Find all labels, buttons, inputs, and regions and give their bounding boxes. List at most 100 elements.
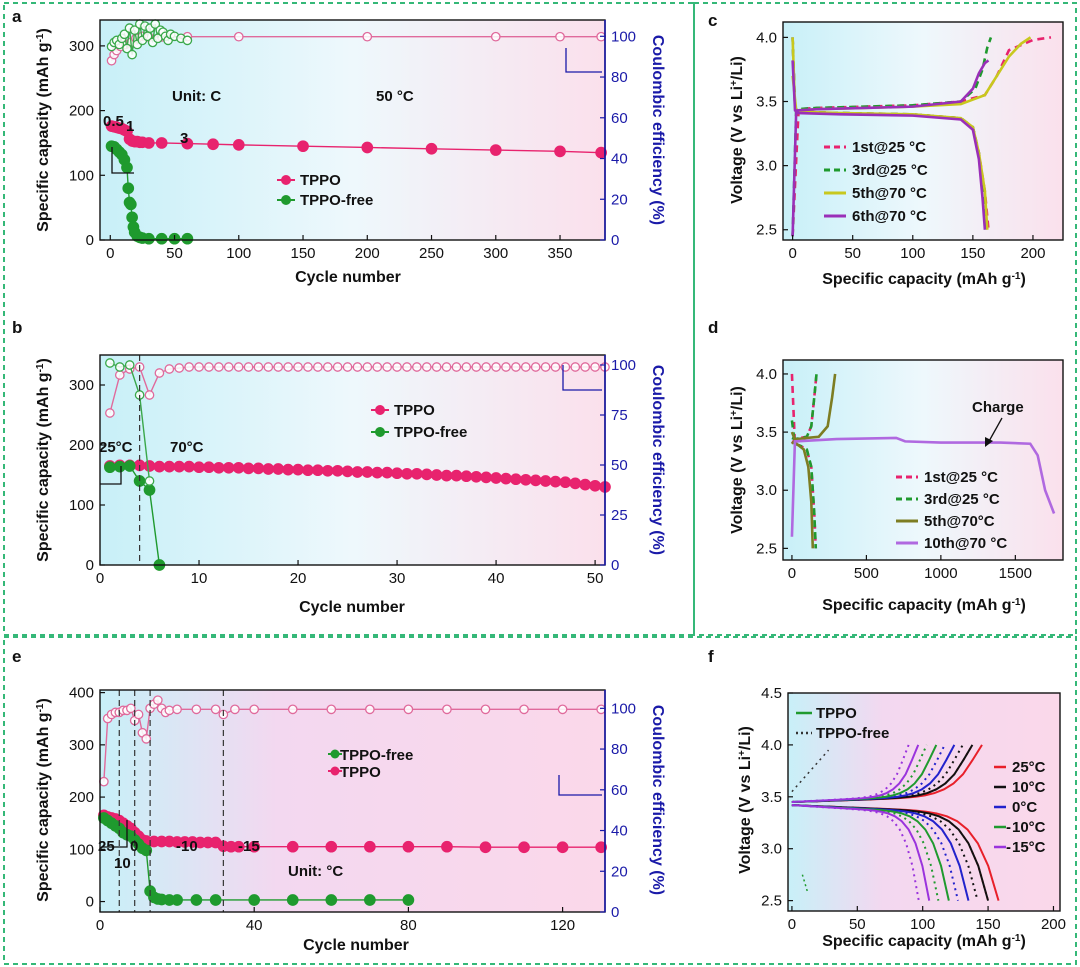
point-b-2-26 bbox=[362, 362, 373, 372]
y-tick-label-a-2: 200 bbox=[69, 103, 94, 120]
point-b-2-28 bbox=[382, 362, 393, 372]
point-e-2-14 bbox=[152, 695, 163, 706]
point-e-2-22 bbox=[230, 704, 240, 715]
x-tick-label-a-0: 0 bbox=[106, 245, 114, 262]
axis-frame-d bbox=[782, 359, 1064, 561]
x-tick-label-d-2: 1000 bbox=[924, 565, 957, 582]
y-right-tick-label-a-4: 80 bbox=[611, 69, 628, 86]
point-e-2-18 bbox=[172, 704, 182, 715]
x-tick-label-b-2: 20 bbox=[290, 570, 307, 587]
legend-b-free-label: TPPO-free bbox=[394, 424, 467, 441]
point-b-0-5 bbox=[153, 460, 166, 473]
point-b-2-14 bbox=[243, 362, 254, 372]
arrowhead-d-charge bbox=[985, 437, 993, 447]
legend-d-1-label: 1st@25 °C bbox=[924, 469, 998, 486]
curve-f-4-0-discharge bbox=[791, 804, 931, 901]
arrow-a-left-axis bbox=[111, 147, 134, 174]
point-b-2-11 bbox=[213, 362, 224, 372]
point-b-2-43 bbox=[530, 362, 541, 372]
legend-b-tppo-label: TPPO bbox=[394, 402, 435, 419]
point-b-0-18 bbox=[282, 463, 294, 476]
legend-a-tppo-label: TPPO bbox=[300, 172, 341, 189]
chart-axes: 0 50 100 150 200 250 300 3500100200300020406080… bbox=[69, 19, 1066, 934]
y-right-tick-label-e-4: 80 bbox=[611, 741, 628, 758]
point-b-2-49 bbox=[590, 362, 600, 372]
point-a-2-12 bbox=[362, 31, 373, 42]
x-tick-label-a-2: 100 bbox=[226, 245, 251, 262]
annotation-e-m10: -10 bbox=[176, 838, 198, 855]
point-b-0-12 bbox=[222, 461, 235, 474]
point-b-0-8 bbox=[183, 460, 195, 473]
point-e-0-24 bbox=[248, 840, 261, 853]
point-e-2-26 bbox=[364, 704, 375, 715]
arrow-e-left-axis bbox=[102, 820, 128, 848]
point-a-3-26 bbox=[182, 35, 193, 46]
point-b-2-7 bbox=[174, 363, 185, 373]
point-b-0-44 bbox=[539, 475, 552, 487]
axis-title-e-bottom: Cycle number bbox=[303, 937, 409, 954]
point-e-2-25 bbox=[326, 704, 337, 715]
point-a-2-11 bbox=[233, 31, 244, 42]
y-tick-label-b-1: 100 bbox=[69, 497, 94, 514]
point-a-1-19 bbox=[181, 232, 194, 245]
x-tick-label-b-4: 40 bbox=[488, 570, 505, 587]
point-b-2-19 bbox=[293, 362, 303, 372]
point-b-1-4 bbox=[143, 484, 156, 496]
point-b-2-16 bbox=[263, 362, 274, 372]
point-b-0-16 bbox=[262, 463, 275, 475]
axis-title-d-bottom: Specific capacity (mAh g-1) bbox=[822, 597, 1026, 615]
point-b-2-45 bbox=[550, 362, 561, 372]
legend-f-m10-minus: - bbox=[1006, 819, 1011, 836]
point-b-2-29 bbox=[392, 362, 402, 372]
point-a-1-10 bbox=[126, 211, 138, 224]
y-tick-label-d-1: 3.0 bbox=[756, 482, 777, 499]
legend-c-3-label: 3rd@25 °C bbox=[852, 162, 928, 179]
point-b-0-39 bbox=[490, 472, 502, 484]
plot-bg-d bbox=[783, 360, 1063, 560]
point-b-2-24 bbox=[342, 362, 353, 372]
axis-title-f-bottom: Specific capacity (mAh g-1) bbox=[822, 933, 1026, 951]
point-b-2-38 bbox=[481, 362, 492, 372]
panel-label-c: c bbox=[708, 11, 717, 30]
legend-d-5-label: 5th@70°C bbox=[924, 513, 995, 530]
x-tick-label-f-4: 200 bbox=[1041, 916, 1066, 933]
point-e-0-26 bbox=[325, 840, 338, 853]
point-e-2-30 bbox=[519, 704, 529, 715]
y-right-tick-label-b-0: 0 bbox=[611, 557, 619, 574]
axis-frame-f bbox=[787, 692, 1061, 912]
y-tick-label-e-1: 100 bbox=[69, 841, 94, 858]
point-b-0-25 bbox=[351, 466, 364, 478]
point-b-0-31 bbox=[411, 467, 423, 480]
axis-title-f-left: Voltage (V vs Li+/Li) bbox=[737, 726, 755, 874]
legend-f-m15-minus: - bbox=[1006, 839, 1011, 856]
point-b-0-34 bbox=[440, 469, 453, 482]
y-tick-label-c-2: 3.5 bbox=[756, 94, 777, 111]
point-b-0-32 bbox=[420, 468, 433, 481]
legend-a: TPPO TPPO-free bbox=[277, 172, 373, 209]
curve-d-2-charge bbox=[790, 373, 837, 445]
point-b-2-31 bbox=[412, 362, 422, 372]
point-e-2-9 bbox=[133, 709, 144, 720]
frame-cd bbox=[693, 2, 1077, 636]
annotation-e-0: 0 bbox=[130, 838, 138, 855]
legend-e-free-marker bbox=[330, 749, 340, 759]
point-e-1-20 bbox=[248, 894, 261, 906]
axis-title-c-bottom: Specific capacity (mAh g-1) bbox=[822, 271, 1026, 289]
panel-label-d: d bbox=[708, 318, 718, 337]
y-right-tick-label-e-2: 40 bbox=[611, 823, 628, 840]
curve-f-4-0-charge bbox=[791, 744, 920, 803]
point-b-2-35 bbox=[451, 362, 462, 372]
point-e-0-31 bbox=[518, 841, 530, 854]
point-a-0-16 bbox=[207, 138, 219, 151]
y-tick-label-e-0: 0 bbox=[86, 894, 94, 911]
point-b-0-29 bbox=[391, 467, 403, 480]
plot-bg-e bbox=[100, 690, 605, 912]
legend-b: TPPO TPPO-free bbox=[371, 402, 467, 441]
x-tick-label-f-0: 0 bbox=[788, 916, 796, 933]
point-b-2-20 bbox=[303, 362, 313, 372]
annotation-a-rate-1: 1 bbox=[126, 118, 134, 135]
y-tick-label-f-1: 3.0 bbox=[761, 841, 782, 858]
point-b-0-10 bbox=[203, 461, 215, 474]
point-e-2-24 bbox=[287, 704, 298, 715]
point-b-2-42 bbox=[520, 362, 531, 372]
